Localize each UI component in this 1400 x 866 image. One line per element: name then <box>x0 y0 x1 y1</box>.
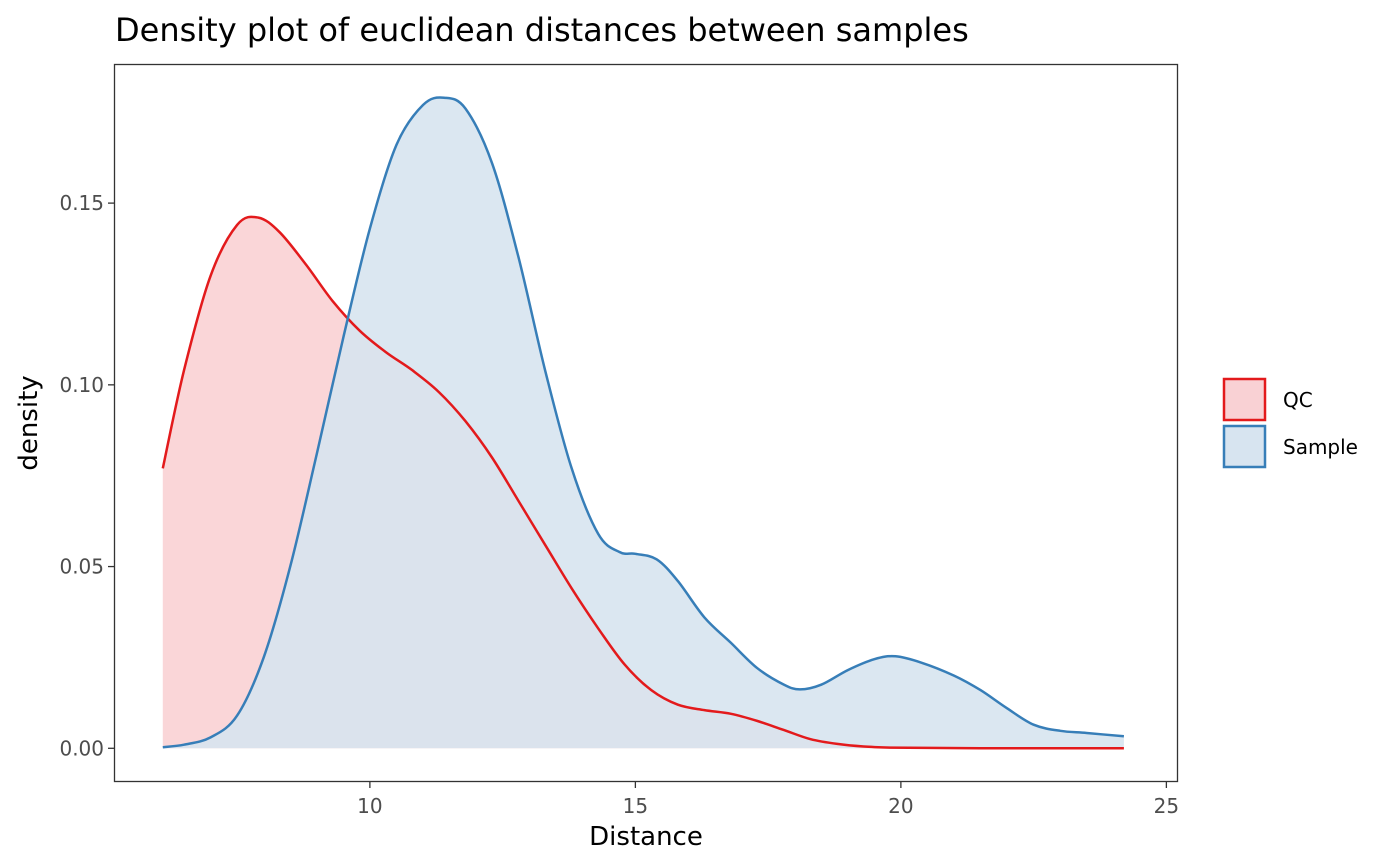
legend: QC Sample <box>1222 377 1358 469</box>
density-area-sample <box>162 97 1124 749</box>
x-tick-label: 20 <box>888 794 913 818</box>
y-tick-label: 0.15 <box>59 191 104 215</box>
legend-key-qc <box>1222 377 1267 422</box>
legend-label-qc: QC <box>1283 388 1313 412</box>
legend-label-sample: Sample <box>1283 435 1358 459</box>
x-tick-label: 25 <box>1154 794 1179 818</box>
density-line-qc <box>161 215 1124 750</box>
density-line-sample <box>162 96 1125 749</box>
y-tick-label: 0.00 <box>59 736 104 760</box>
x-tick-label: 10 <box>357 794 382 818</box>
y-tick-label: 0.05 <box>59 555 104 579</box>
y-axis: 0.00 0.05 0.10 0.15 <box>59 191 115 760</box>
legend-key-sample <box>1222 424 1267 469</box>
series-layer <box>161 96 1125 750</box>
x-tick-label: 15 <box>623 794 648 818</box>
y-tick-label: 0.10 <box>59 373 104 397</box>
y-axis-title: density <box>14 375 44 470</box>
x-axis: 10 15 20 25 <box>357 781 1179 818</box>
chart-title: Density plot of euclidean distances betw… <box>115 11 969 49</box>
x-axis-title: Distance <box>589 822 703 852</box>
